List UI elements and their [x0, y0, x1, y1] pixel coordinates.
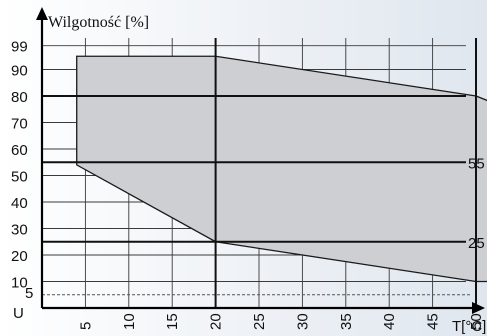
x-tick-label: 10	[121, 313, 138, 330]
y-tick-label: 70	[11, 116, 28, 133]
right-label: 55	[468, 155, 485, 172]
x-axis-arrow	[472, 302, 485, 314]
x-tick-label: 30	[294, 313, 311, 330]
x-tick-label: 25	[251, 313, 268, 330]
y-axis-label: Wilgotność [%]	[48, 14, 149, 31]
x-tick-label: 5	[77, 322, 94, 330]
y-tick-label: 90	[11, 63, 28, 80]
operating-area	[76, 55, 487, 283]
x-tick-label: 35	[338, 313, 355, 330]
x-tick-label: 50	[468, 313, 485, 330]
x-tick-label: 45	[425, 313, 442, 330]
x-tick-label: 15	[164, 313, 181, 330]
y-tick-label: 50	[11, 169, 28, 186]
y-extra-label-u: U	[13, 305, 24, 322]
y-tick-label: 20	[11, 248, 28, 265]
x-axis-label: T[°C]	[452, 318, 486, 335]
right-label: 25	[468, 235, 485, 252]
emphasis-lines	[42, 38, 477, 308]
y-tick-label: 30	[11, 222, 28, 239]
x-tick-label: 40	[381, 313, 398, 330]
y-tick-label: 40	[11, 195, 28, 212]
y-tick-label: 10	[11, 275, 28, 292]
y-axis-arrow	[36, 7, 48, 20]
y-tick-label: 99	[11, 39, 28, 56]
x-tick-label: 20	[208, 313, 225, 330]
y-tick-label: 80	[11, 89, 28, 106]
y-tick-label: 60	[11, 142, 28, 159]
axes	[36, 7, 485, 314]
y-extra-label-5: 5	[25, 285, 33, 302]
